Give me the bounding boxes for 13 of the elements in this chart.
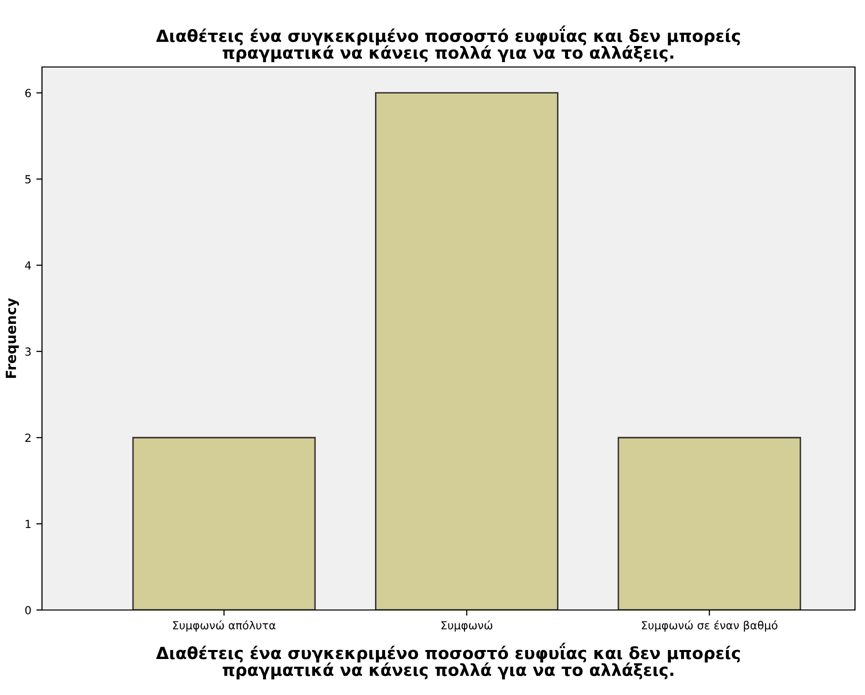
- y-tick-label: 6: [25, 88, 31, 98]
- y-tick-label: 1: [26, 520, 31, 528]
- y-tick-label: 2: [25, 434, 30, 442]
- y-tick-label: 5: [25, 175, 31, 184]
- x-axis-title: Διαθέτεις ένα συγκεκριμένο ποσοστό ευφυΐας και δεν μπορείς πραγματικά να κάνεις πολλά για να το αλλάξεις.: [156, 642, 740, 680]
- y-tick-label: 4: [25, 261, 31, 270]
- x-tick-label: Συμφωνώ: [441, 620, 492, 632]
- x-tick-label: Συμφωνώ απόλυτα: [173, 620, 276, 632]
- y-tick-label: 0: [25, 606, 31, 614]
- x-tick-label: Συμφωνώ σε έναν βαθμό: [642, 620, 778, 632]
- y-tick-label: 3: [25, 347, 31, 356]
- chart-title: Διαθέτεις ένα συγκεκριμένο ποσοστό ευφυΐας και δεν μπορείς πραγματικά να κάνεις πολλά για να το αλλάξεις.: [156, 26, 740, 62]
- y-axis-title: Frequency: [6, 298, 19, 378]
